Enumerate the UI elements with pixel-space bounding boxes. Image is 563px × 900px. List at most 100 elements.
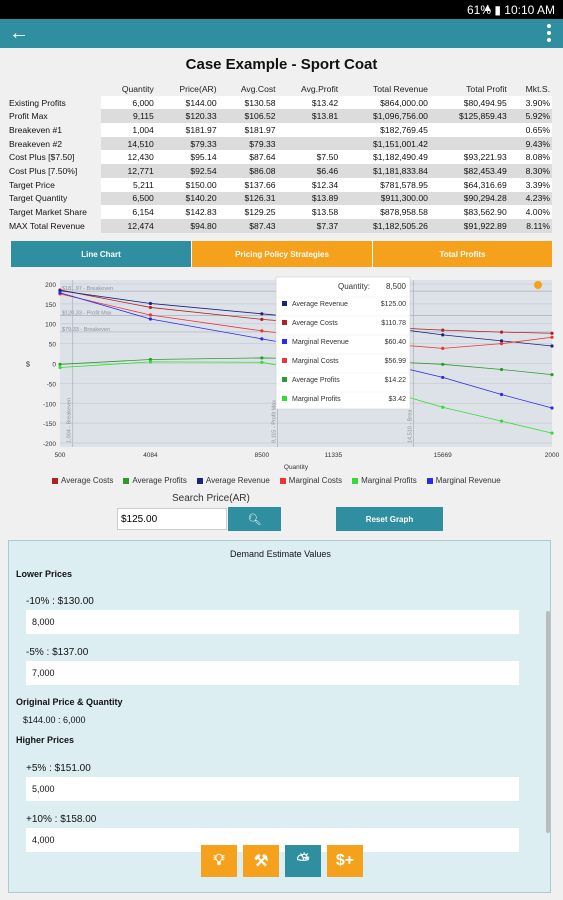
legend-item[interactable]: Marginal Profits	[352, 476, 417, 485]
table-cell: 9.43%	[508, 136, 552, 151]
table-cell: 12,771	[101, 164, 156, 178]
data-point	[148, 357, 153, 362]
panel-scrollbar[interactable]	[546, 611, 550, 833]
table-cell: $1,182,505.26	[340, 218, 430, 233]
y-tick-label: 200	[45, 282, 56, 289]
table-cell: $79.33	[155, 136, 219, 151]
table-cell: 4.00%	[508, 205, 552, 219]
table-cell: $12.34	[277, 177, 341, 192]
x-tick-label: 4084	[143, 452, 158, 459]
table-cell: 3.90%	[508, 95, 552, 110]
data-point	[550, 431, 554, 435]
legend-item[interactable]: Marginal Costs	[279, 476, 342, 485]
table-row: Target Price 5,211 $150.00 $137.66 $12.34 $78…	[7, 177, 552, 192]
table-cell: $130.58	[218, 95, 278, 110]
table-cell: 0.65%	[508, 123, 552, 137]
table-cell: 8.11%	[508, 218, 552, 233]
table-cell: $87.43	[218, 218, 278, 233]
table-cell: 6,154	[101, 205, 156, 219]
table-cell: $83,562.90	[429, 205, 509, 219]
search-icon: 🔍︎	[247, 513, 262, 526]
back-arrow-icon[interactable]: ←	[9, 22, 29, 44]
table-cell	[429, 136, 509, 151]
y-tick-label: -100	[43, 401, 56, 408]
data-point	[148, 317, 153, 321]
table-cell: 5,211	[101, 177, 156, 192]
weather-button[interactable]: ⛅︎	[285, 845, 321, 877]
search-input[interactable]	[117, 508, 227, 530]
data-point	[260, 337, 264, 341]
table-cell: $13.81	[277, 109, 341, 124]
tools-button[interactable]: ⚒	[243, 845, 279, 877]
legend-item[interactable]: Average Costs	[52, 476, 113, 485]
data-point	[441, 405, 445, 409]
data-point	[550, 373, 554, 377]
reference-label: 1,004 - Breakeven	[67, 398, 73, 443]
data-point	[260, 356, 264, 360]
table-row: Existing Profits 6,000 $144.00 $130.58 $13.4…	[7, 95, 552, 110]
legend-item[interactable]: Marginal Revenue	[426, 476, 501, 485]
tooltip-value: $110.78	[381, 320, 406, 327]
tab-line-chart[interactable]: Line Chart	[11, 241, 192, 267]
original-price-value: $144.00 : 6,000	[23, 715, 86, 725]
column-header	[7, 82, 101, 96]
legend-item[interactable]: Average Profits	[123, 476, 187, 485]
table-cell: $86.08	[218, 164, 278, 178]
tooltip-label: Average Costs	[292, 320, 338, 327]
dollar-plus-button[interactable]: $+	[327, 845, 363, 877]
data-point	[441, 362, 445, 366]
legend-item[interactable]: Average Revenue	[196, 476, 270, 485]
data-point	[499, 342, 504, 346]
lower-price-quantity-input[interactable]: 7,000	[26, 661, 519, 685]
table-cell: 9,115	[101, 109, 156, 124]
data-point	[499, 392, 504, 397]
tooltip-label: Average Revenue	[292, 301, 348, 308]
tooltip-box	[275, 276, 411, 410]
table-cell: $13.42	[277, 95, 341, 110]
higher-price-quantity-input[interactable]: 5,000	[26, 777, 519, 801]
tooltip-swatch	[282, 320, 287, 325]
tooltip-swatch	[282, 358, 287, 363]
weather-icon: ⛅︎	[296, 852, 310, 869]
more-options-icon[interactable]	[546, 24, 552, 44]
search-button[interactable]: 🔍︎	[228, 507, 281, 531]
table-cell: $126.31	[218, 191, 278, 206]
reset-graph-button[interactable]: Reset Graph	[336, 507, 443, 531]
tooltip-swatch	[282, 339, 287, 344]
tools-icon: ⚒	[253, 853, 269, 870]
y-tick-label: 100	[45, 322, 56, 329]
reference-label: $79.33 - Breakeven	[62, 327, 110, 333]
legend-swatch	[123, 477, 130, 484]
tooltip-label: Marginal Revenue	[292, 339, 349, 346]
x-tick-label: 11335	[325, 452, 343, 459]
table-row: MAX Total Revenue 12,474 $94.80 $87.43 $7.37…	[7, 218, 552, 233]
legend-swatch	[426, 477, 433, 484]
y-tick-label: -50	[47, 381, 57, 388]
data-point	[441, 375, 445, 380]
row-label: Existing Profits	[9, 97, 66, 108]
legend-label: Marginal Revenue	[435, 476, 501, 485]
table-cell: 8.08%	[508, 150, 552, 165]
row-label: Target Quantity	[9, 193, 68, 204]
search-label: Search Price(AR)	[172, 493, 250, 504]
tab-pricing-policy[interactable]: Pricing Policy Strategies	[192, 241, 373, 267]
tooltip-value: $60.40	[385, 339, 407, 346]
lower-price-quantity-input[interactable]: 8,000	[26, 610, 519, 634]
lightbulb-button[interactable]: 💡︎	[201, 845, 237, 877]
row-label: Target Market Share	[9, 207, 87, 218]
table-cell: $80,494.95	[429, 95, 509, 110]
tab-total-profits[interactable]: Total Profits	[373, 241, 552, 267]
table-cell: 12,430	[101, 150, 156, 165]
data-point	[550, 344, 554, 348]
tooltip-swatch	[282, 301, 287, 306]
y-tick-label: 50	[49, 342, 57, 349]
reference-label: 9,115 - Profit Max	[271, 400, 277, 443]
row-label: Target Price	[9, 179, 55, 190]
data-point	[58, 291, 62, 295]
table-cell: 4.23%	[508, 191, 552, 206]
column-header: Avg.Cost	[240, 83, 276, 94]
lower-price-label: -5% : $137.00	[26, 647, 89, 658]
demand-title: Demand Estimate Values	[230, 549, 331, 559]
legend-label: Marginal Profits	[361, 476, 417, 485]
